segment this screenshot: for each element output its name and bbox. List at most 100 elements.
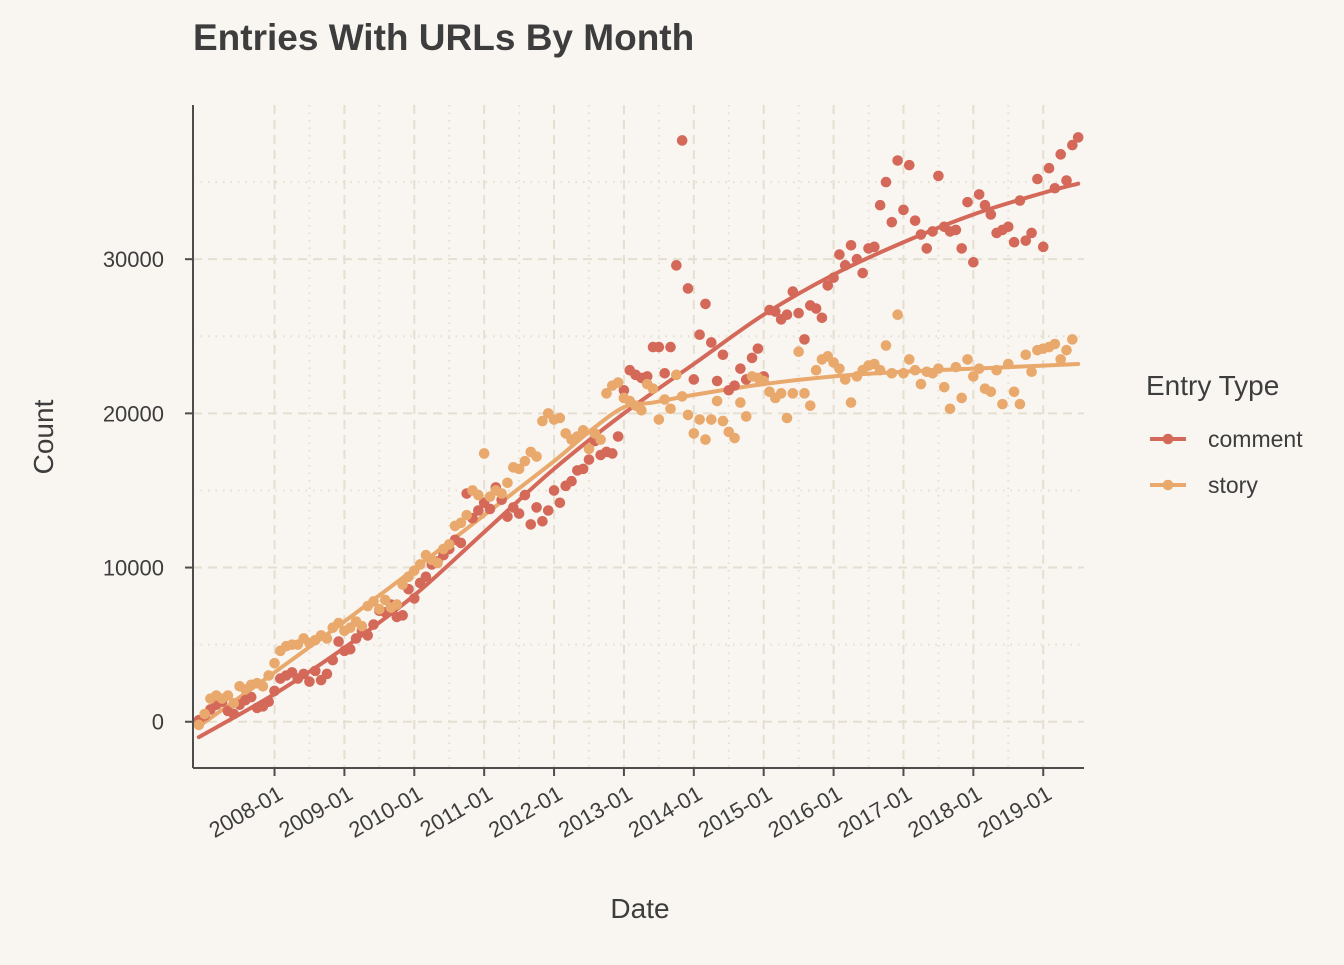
y-tick-label: 30000 — [103, 247, 164, 272]
data-point-story — [1026, 366, 1037, 378]
data-point-comment — [909, 215, 921, 226]
data-point-comment — [263, 696, 275, 707]
y-tick-label: 10000 — [103, 556, 164, 581]
data-points — [193, 132, 1084, 731]
data-point-story — [839, 374, 851, 385]
data-point-story — [845, 397, 857, 408]
data-point-comment — [705, 337, 717, 348]
data-point-comment — [641, 371, 653, 382]
data-point-story — [1020, 349, 1032, 361]
data-point-story — [973, 363, 985, 374]
data-point-comment — [228, 708, 240, 720]
data-point-comment — [752, 343, 764, 354]
data-point-story — [694, 414, 705, 425]
data-point-comment — [542, 505, 554, 516]
data-point-comment — [408, 593, 420, 604]
data-point-story — [263, 670, 275, 681]
data-point-comment — [1043, 162, 1055, 174]
data-point-story — [502, 477, 513, 489]
data-point-story — [991, 364, 1002, 376]
data-point-comment — [612, 431, 624, 442]
data-point-story — [531, 451, 542, 462]
data-point-comment — [1014, 195, 1026, 206]
data-point-story — [950, 361, 962, 373]
data-point-comment — [700, 298, 711, 310]
data-point-story — [356, 620, 368, 632]
data-point-story — [758, 375, 770, 387]
data-point-comment — [1032, 173, 1043, 185]
data-point-comment — [484, 503, 496, 515]
data-point-comment — [717, 349, 729, 361]
data-point-story — [228, 697, 240, 709]
legend: Entry Type comment story — [1146, 370, 1303, 498]
data-point-story — [374, 603, 385, 615]
data-point-comment — [333, 636, 344, 647]
data-point-story — [513, 463, 525, 475]
data-point-comment — [903, 159, 915, 171]
data-point-comment — [671, 260, 682, 271]
data-point-comment — [309, 665, 321, 677]
data-point-story — [659, 394, 671, 405]
data-point-story — [688, 428, 700, 439]
data-point-story — [799, 388, 810, 399]
data-point-comment — [857, 267, 869, 279]
data-point-story — [944, 403, 956, 415]
data-point-comment — [537, 516, 548, 527]
x-tick-label: 2016-01 — [764, 781, 846, 843]
data-point-comment — [327, 654, 339, 666]
y-tick-label: 0 — [152, 710, 164, 735]
x-tick-label: 2015-01 — [694, 781, 776, 843]
data-point-story — [997, 398, 1008, 410]
data-point-comment — [618, 384, 630, 396]
data-point-comment — [1002, 221, 1014, 233]
x-tick-label: 2009-01 — [274, 781, 356, 843]
data-point-comment — [397, 610, 408, 621]
data-point-story — [729, 432, 740, 444]
data-point-story — [257, 680, 269, 692]
data-point-comment — [653, 341, 665, 353]
data-point-story — [193, 719, 205, 731]
data-point-comment — [583, 454, 595, 465]
data-point-comment — [979, 199, 991, 211]
data-point-comment — [845, 240, 857, 251]
data-point-story — [397, 579, 408, 590]
data-point-comment — [304, 676, 315, 687]
data-point-comment — [676, 135, 688, 146]
data-point-comment — [1008, 236, 1020, 248]
data-point-story — [717, 415, 729, 427]
data-point-comment — [1026, 227, 1037, 239]
data-point-story — [781, 412, 793, 424]
data-point-story — [735, 397, 746, 408]
data-point-comment — [950, 224, 962, 236]
data-point-story — [653, 414, 665, 425]
y-axis-title: Count — [28, 399, 59, 474]
x-tick-label: 2018-01 — [903, 781, 985, 843]
data-point-comment — [956, 243, 968, 254]
data-point-comment — [822, 280, 834, 291]
x-tick-label: 2010-01 — [344, 781, 426, 843]
data-point-comment — [746, 352, 758, 364]
data-point-comment — [810, 303, 822, 314]
data-point-story — [909, 364, 921, 376]
data-point-story — [595, 434, 606, 445]
grid — [193, 105, 1084, 768]
data-point-story — [834, 363, 845, 374]
data-point-story — [892, 309, 903, 320]
data-point-story — [368, 596, 379, 607]
data-point-comment — [915, 229, 927, 240]
legend-title: Entry Type — [1146, 370, 1279, 401]
data-point-story — [443, 539, 455, 550]
data-point-story — [804, 400, 816, 411]
data-point-comment — [828, 272, 839, 283]
data-point-story — [682, 409, 694, 421]
data-point-story — [414, 559, 426, 570]
data-point-story — [473, 489, 484, 501]
data-point-comment — [525, 519, 537, 530]
data-point-story — [379, 594, 391, 606]
data-point-comment — [793, 307, 804, 319]
data-point-comment — [1037, 241, 1049, 253]
data-point-story — [647, 383, 659, 395]
data-point-story — [985, 386, 997, 398]
data-point-comment — [682, 283, 694, 294]
